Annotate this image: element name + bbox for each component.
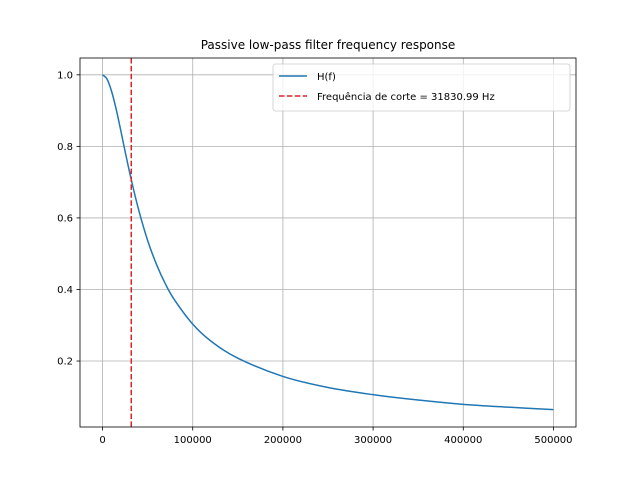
x-tick-label: 400000 xyxy=(444,435,482,446)
series-line-hf xyxy=(102,74,554,411)
chart-title: Passive low-pass filter frequency respon… xyxy=(201,38,456,52)
legend-entry-hf-label: H(f) xyxy=(317,72,336,83)
x-tick-label: 500000 xyxy=(534,435,572,446)
y-tick-label: 0.8 xyxy=(57,142,73,153)
x-tick-label: 300000 xyxy=(354,435,392,446)
legend: H(f) Frequência de corte = 31830.99 Hz xyxy=(272,63,571,112)
x-tick-label: 100000 xyxy=(174,435,212,446)
x-tick-label: 200000 xyxy=(264,435,302,446)
x-tick-label: 0 xyxy=(99,435,105,446)
y-tick-label: 0.6 xyxy=(57,214,73,225)
y-axis: 0.2 0.4 0.6 0.8 1.0 xyxy=(57,70,80,368)
y-tick-label: 0.2 xyxy=(57,357,73,368)
legend-entry-cutoff-label: Frequência de corte = 31830.99 Hz xyxy=(317,91,495,103)
x-axis: 0 100000 200000 300000 400000 500000 xyxy=(99,427,573,446)
y-tick-label: 0.4 xyxy=(57,285,73,296)
legend-box xyxy=(272,63,571,112)
y-tick-label: 1.0 xyxy=(57,70,73,81)
plot-area xyxy=(102,58,554,427)
axes-frame xyxy=(79,57,577,428)
